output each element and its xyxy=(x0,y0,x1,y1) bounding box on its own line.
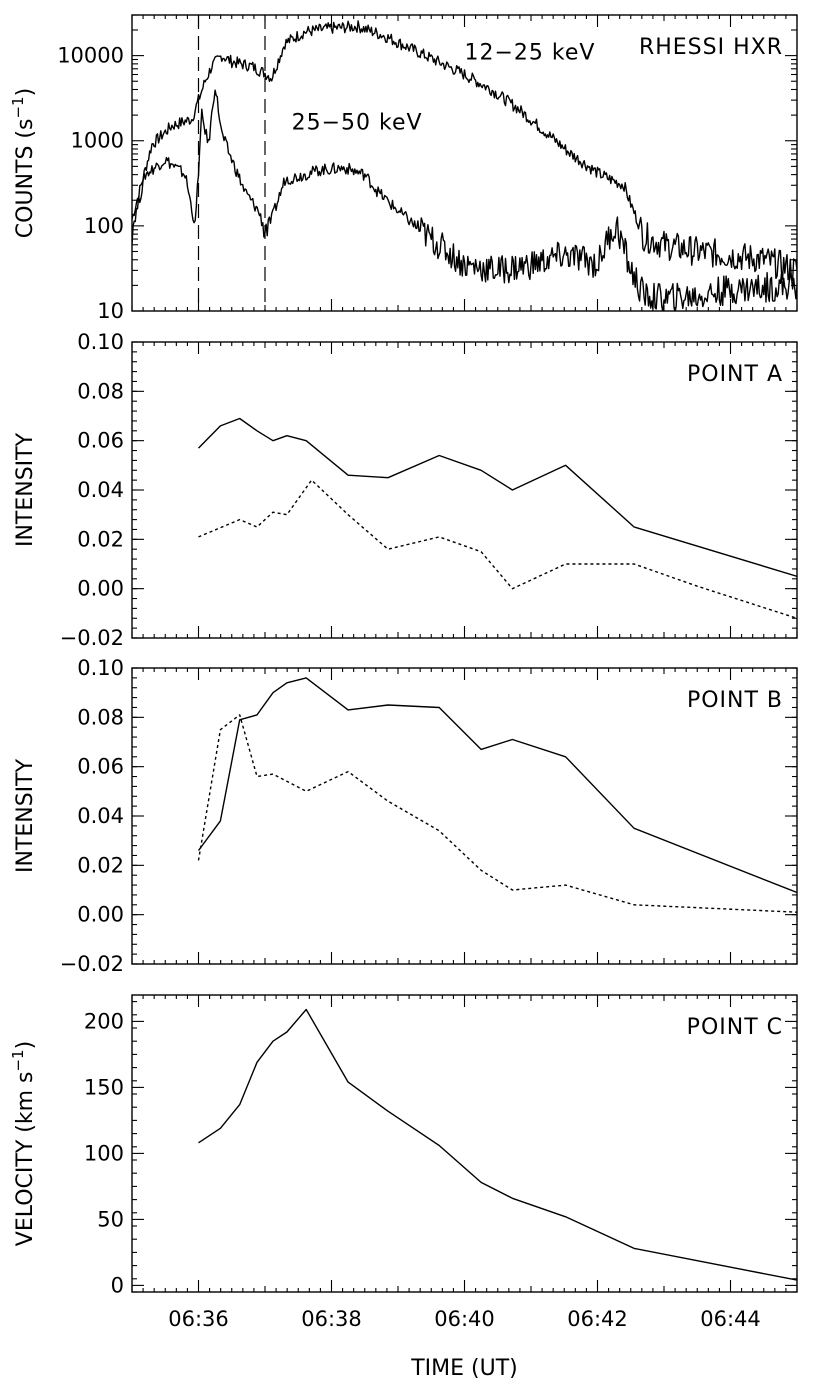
x-tick-label: 06:42 xyxy=(567,1307,628,1331)
y-tick-label: 0.08 xyxy=(77,705,124,729)
series-line-solid xyxy=(198,1008,797,1281)
y-tick-label: 50 xyxy=(97,1207,124,1231)
y-tick-label: 0.04 xyxy=(77,804,124,828)
x-tick-label: 06:38 xyxy=(301,1307,362,1331)
y-tick-label: 150 xyxy=(84,1075,124,1099)
y-tick-label: 200 xyxy=(84,1009,124,1033)
series-line-dotted xyxy=(198,479,797,619)
y-tick-label: 10000 xyxy=(57,44,124,68)
y-tick-label: 0 xyxy=(111,1273,124,1297)
x-axis-label: TIME (UT) xyxy=(410,1356,518,1381)
series-line-s1 xyxy=(132,89,797,311)
y-tick-label: 0.10 xyxy=(77,656,124,680)
series-label: 12−25 keV xyxy=(465,41,596,66)
y-axis-label: INTENSITY xyxy=(13,432,38,547)
panel-title: POINT C xyxy=(687,1015,783,1040)
panel-hxr: 10 100 1000 10000 COUNTS (s−1) RHESSI HXR 12−2… xyxy=(9,14,798,323)
x-tick-label: 06:40 xyxy=(434,1307,495,1331)
y-tick-label: 0.02 xyxy=(77,853,124,877)
y-tick-label: 100 xyxy=(84,214,124,238)
series-label: 25−50 keV xyxy=(292,111,423,136)
y-tick-label: 1000 xyxy=(71,129,124,153)
y-tick-label: −0.02 xyxy=(60,626,124,650)
series-line-solid xyxy=(197,677,797,894)
y-axis-label: INTENSITY xyxy=(13,758,38,873)
x-tick-label: 06:36 xyxy=(168,1307,229,1331)
panel-title: RHESSI HXR xyxy=(639,35,783,60)
y-axis-label: VELOCITY (km s−1) xyxy=(9,1041,38,1246)
y-tick-label: 0.06 xyxy=(77,429,124,453)
y-tick-label: 0.00 xyxy=(77,903,124,927)
panel-title: POINT A xyxy=(687,362,783,387)
panel-c: 0 50 100 150 200 06:36 06:38 06:40 06:42 06:44 VEL… xyxy=(9,994,798,1331)
series-line-solid xyxy=(198,417,797,577)
y-tick-label: 100 xyxy=(84,1141,124,1165)
y-axis-label: COUNTS (s−1) xyxy=(9,88,38,238)
panel-b: −0.02 0.00 0.02 0.04 0.06 0.08 0.10 INTENSITY PO… xyxy=(13,656,798,976)
y-tick-label: −0.02 xyxy=(60,952,124,976)
panel-a: −0.02 0.00 0.02 0.04 0.06 0.08 0.10 INTENSITY PO… xyxy=(13,330,798,650)
y-tick-label: 10 xyxy=(97,299,124,323)
y-tick-label: 0.00 xyxy=(77,577,124,601)
y-tick-label: 0.02 xyxy=(77,527,124,551)
x-tick-label: 06:44 xyxy=(700,1307,761,1331)
y-tick-label: 0.04 xyxy=(77,478,124,502)
y-tick-label: 0.06 xyxy=(77,755,124,779)
panel-title: POINT B xyxy=(687,688,783,713)
series-line-s0 xyxy=(132,20,797,281)
y-tick-label: 0.08 xyxy=(77,379,124,403)
y-tick-label: 0.10 xyxy=(77,330,124,354)
